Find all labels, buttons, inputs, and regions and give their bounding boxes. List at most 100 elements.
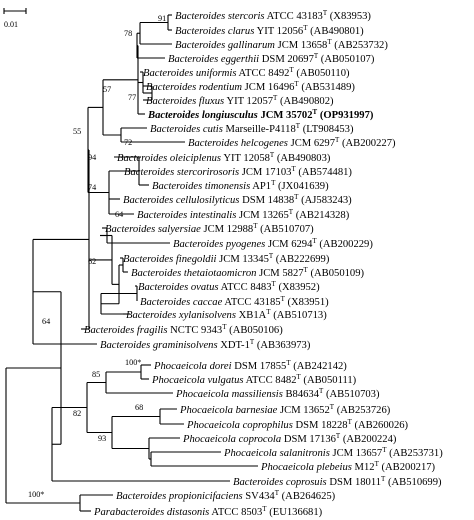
taxon-species-name: Bacteroides bbox=[117, 153, 167, 164]
taxon-label: Bacteroides stercoris ATCC 43183T (X8395… bbox=[175, 9, 371, 22]
taxon-species-name: Bacteroides bbox=[175, 11, 225, 22]
bootstrap-value: 55 bbox=[73, 127, 81, 136]
taxon-strain: ATCC 43185 bbox=[222, 297, 280, 308]
taxon-label: Bacteroides coprosuis DSM 18011T (AB5106… bbox=[233, 475, 442, 488]
taxon-strain: JCM 6294 bbox=[265, 239, 313, 250]
taxon-species-name: Bacteroides bbox=[126, 310, 176, 321]
bootstrap-value: 94 bbox=[88, 153, 96, 162]
type-strain-mark: T bbox=[262, 505, 267, 513]
taxon-labels: Bacteroides stercoris ATCC 43183T (X8395… bbox=[84, 9, 443, 518]
type-strain-mark: T bbox=[314, 52, 319, 60]
scale-bar: 0.01 bbox=[3, 8, 27, 29]
taxon-strain: DSM 17136 bbox=[281, 434, 336, 445]
taxon-strain: SV434 bbox=[243, 491, 276, 502]
taxon-species-name: Phocaeicola bbox=[175, 389, 229, 400]
taxon-label: Bacteroides uniformis ATCC 8492T (AB0501… bbox=[143, 66, 350, 79]
taxon-accession: (OP931997) bbox=[317, 110, 374, 121]
taxon-strain: JCM 6297 bbox=[288, 138, 335, 149]
taxon-strain: JCM 12988 bbox=[201, 224, 253, 235]
taxon-label: Bacteroides graminisolvens XDT-1T (AB363… bbox=[100, 338, 311, 351]
taxon-species-name: Bacteroides bbox=[100, 340, 150, 351]
taxon-label: Bacteroides fragilis NCTC 9343T (AB05010… bbox=[84, 323, 283, 336]
type-strain-mark: T bbox=[272, 280, 277, 288]
taxon-strain: ATCC 8503 bbox=[209, 507, 262, 518]
taxon-species-name: Bacteroides bbox=[143, 68, 193, 79]
bootstrap-value: 77 bbox=[128, 93, 136, 102]
taxon-species-name: Bacteroides bbox=[146, 82, 196, 93]
taxon-accession: (AB490802) bbox=[277, 96, 334, 107]
taxon-label: Bacteroides oleiciplenus YIT 12058T (AB4… bbox=[117, 151, 331, 164]
taxon-species-name: Bacteroides bbox=[105, 224, 155, 235]
taxon-strain: JCM 16496 bbox=[242, 82, 294, 93]
taxon-accession: (AJ583243) bbox=[298, 195, 352, 206]
taxon-species-name: Bacteroides bbox=[116, 491, 166, 502]
taxon-accession: (AB200217) bbox=[379, 462, 436, 473]
taxon-species-name: Phocaeicola bbox=[223, 448, 277, 459]
taxon-accession: (AB260026) bbox=[352, 420, 409, 431]
taxon-label: Phocaeicola vulgatus ATCC 8482T (AB05011… bbox=[151, 373, 357, 386]
taxon-accession: (AB510713) bbox=[271, 310, 328, 321]
taxon-label: Phocaeicola plebeius M12T (AB200217) bbox=[260, 460, 436, 473]
taxon-label: Bacteroides clarus YIT 12056T (AB490801) bbox=[175, 24, 364, 37]
taxon-accession: (AB363973) bbox=[254, 340, 311, 351]
taxon-species-name: Bacteroides bbox=[138, 282, 188, 293]
taxon-strain: XB1A bbox=[236, 310, 267, 321]
type-strain-mark: T bbox=[269, 252, 274, 260]
type-strain-mark: T bbox=[304, 266, 309, 274]
taxon-label: Bacteroides propionicifaciens SV434T (AB… bbox=[116, 489, 336, 502]
taxon-accession: (AB264625) bbox=[279, 491, 336, 502]
taxon-species-name: Phocaeicola bbox=[186, 420, 240, 431]
taxon-label: Bacteroides cellulosilyticus DSM 14838T … bbox=[123, 193, 352, 206]
taxon-label: Bacteroides intestinalis JCM 13265T (AB2… bbox=[137, 208, 350, 221]
taxon-label: Bacteroides helcogenes JCM 6297T (AB2002… bbox=[188, 136, 396, 149]
type-strain-mark: T bbox=[266, 308, 271, 316]
taxon-species-name: Bacteroides bbox=[123, 254, 173, 265]
taxon-label: Bacteroides caccae ATCC 43185T (X83951) bbox=[140, 295, 329, 308]
taxon-label: Phocaeicola coprocola DSM 17136T (AB2002… bbox=[182, 432, 397, 445]
bootstrap-value: 72 bbox=[124, 138, 132, 147]
taxon-accession: (AB242142) bbox=[291, 361, 348, 372]
taxon-species-name: Bacteroides bbox=[233, 477, 283, 488]
taxon-strain: M12 bbox=[352, 462, 375, 473]
taxon-strain: Marseille-P4118 bbox=[223, 124, 296, 135]
taxon-label: Bacteroides gallinarum JCM 13658T (AB253… bbox=[175, 38, 388, 51]
taxon-label: Bacteroides pyogenes JCM 6294T (AB200229… bbox=[173, 237, 373, 250]
taxon-species-name: Bacteroides bbox=[147, 110, 199, 121]
taxon-strain: AP1 bbox=[250, 181, 271, 192]
taxon-species-name: Bacteroides bbox=[175, 40, 225, 51]
taxon-species-name: Bacteroides bbox=[124, 167, 174, 178]
taxon-label: Phocaeicola barnesiae JCM 13652T (AB2537… bbox=[179, 403, 391, 416]
taxon-species-name: Parabacteroides bbox=[93, 507, 164, 518]
taxon-strain: JCM 13345 bbox=[216, 254, 268, 265]
taxon-label: Bacteroides eggerthii DSM 20697T (AB0501… bbox=[168, 52, 375, 65]
type-strain-mark: T bbox=[273, 94, 278, 102]
taxon-accession: (AB200229) bbox=[317, 239, 374, 250]
taxon-accession: (X83952) bbox=[276, 282, 320, 293]
taxon-accession: (AB200224) bbox=[340, 434, 397, 445]
taxon-accession: (AB200227) bbox=[339, 138, 396, 149]
taxon-species-name: Bacteroides bbox=[175, 26, 225, 37]
taxon-species-name: Phocaeicola bbox=[153, 361, 207, 372]
taxon-accession: (AB510707) bbox=[258, 224, 315, 235]
bootstrap-value: 74 bbox=[88, 183, 96, 192]
type-strain-mark: T bbox=[294, 193, 299, 201]
taxon-accession: (AB050106) bbox=[227, 325, 284, 336]
taxon-strain: JCM 13265 bbox=[236, 210, 288, 221]
taxon-label: Bacteroides rodentium JCM 16496T (AB5314… bbox=[146, 80, 355, 93]
taxon-label: Bacteroides xylanisolvens XB1AT (AB51071… bbox=[126, 308, 327, 321]
taxon-accession: (AB253731) bbox=[387, 448, 444, 459]
bootstrap-value: 62 bbox=[88, 257, 96, 266]
taxon-strain: B84634 bbox=[283, 389, 320, 400]
type-strain-mark: T bbox=[250, 338, 255, 346]
bootstrap-value: 85 bbox=[92, 370, 100, 379]
bootstrap-value: 100* bbox=[125, 358, 141, 367]
taxon-label: Phocaeicola salanitronis JCM 13657T (AB2… bbox=[223, 446, 443, 459]
type-strain-mark: T bbox=[381, 475, 386, 483]
bootstrap-value: 91 bbox=[158, 14, 166, 23]
taxon-species-name: Bacteroides bbox=[131, 268, 181, 279]
type-strain-mark: T bbox=[336, 432, 341, 440]
scale-bar-label: 0.01 bbox=[4, 20, 18, 29]
taxon-species-name: Bacteroides bbox=[168, 54, 218, 65]
taxon-species-name: Phocaeicola bbox=[151, 375, 205, 386]
